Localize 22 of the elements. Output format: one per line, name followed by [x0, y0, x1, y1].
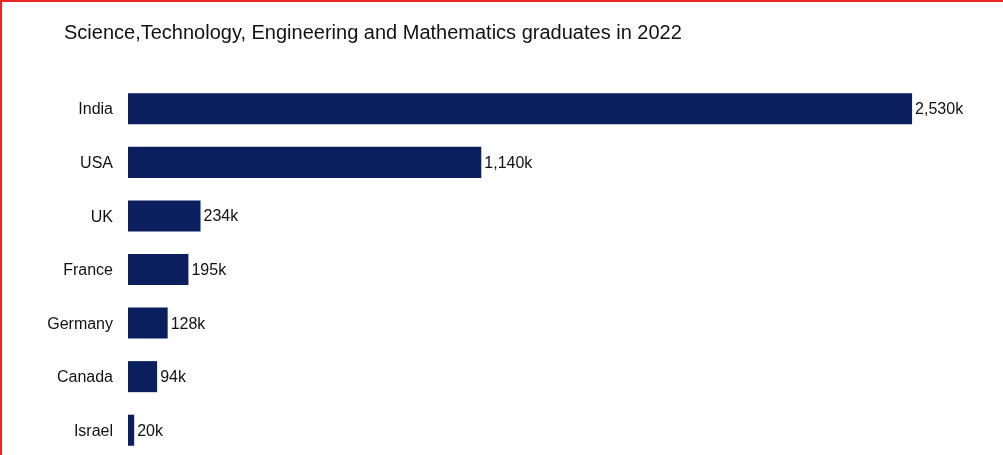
- bar: [128, 307, 168, 339]
- data-label: 195k: [191, 261, 228, 278]
- y-tick-label: France: [63, 261, 114, 279]
- y-tick-label: UK: [90, 207, 114, 225]
- data-label: 20k: [137, 421, 164, 439]
- y-tick-label: Germany: [47, 314, 113, 332]
- y-tick-label: Canada: [56, 368, 114, 386]
- y-tick-label: India: [78, 100, 114, 118]
- bar: [128, 361, 158, 393]
- bar: [128, 146, 482, 178]
- chart-title: Science,Technology, Engineering and Mathematics graduates in 2022: [64, 20, 682, 43]
- data-label: 234k: [203, 207, 240, 225]
- y-tick-label: USA: [80, 153, 114, 171]
- data-label: 2,530k: [915, 100, 965, 118]
- bar: [128, 253, 189, 286]
- data-label: 94k: [160, 368, 187, 386]
- y-tick-label: Israel: [73, 421, 113, 439]
- data-label: 1,140k: [484, 153, 534, 171]
- data-label: 128k: [170, 314, 207, 332]
- bar: [128, 93, 913, 125]
- bar: [128, 200, 201, 232]
- bar: [128, 414, 135, 446]
